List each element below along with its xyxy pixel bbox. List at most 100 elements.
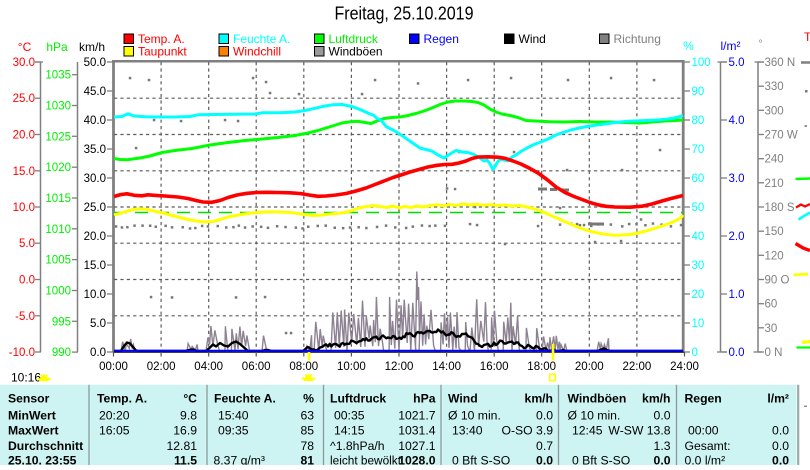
svg-text:Windchill: Windchill: [233, 45, 281, 59]
svg-text:12:45: 12:45: [572, 424, 603, 438]
svg-text:Regen: Regen: [424, 32, 459, 46]
svg-text:00:00: 00:00: [688, 424, 719, 438]
svg-text:04:00: 04:00: [194, 361, 223, 373]
svg-text:09:35: 09:35: [218, 424, 249, 438]
svg-text:300: 300: [765, 105, 784, 117]
svg-text:O-SO 3.9: O-SO 3.9: [502, 424, 554, 438]
svg-text:100: 100: [692, 57, 711, 69]
svg-text:15.0: 15.0: [13, 166, 35, 178]
svg-text:81: 81: [300, 454, 314, 465]
svg-text:40: 40: [692, 231, 705, 243]
svg-text:90 O: 90 O: [765, 275, 790, 287]
svg-text:Wind: Wind: [448, 392, 478, 406]
svg-text:0.0: 0.0: [536, 409, 553, 423]
svg-text:270 W: 270 W: [765, 130, 798, 142]
svg-text:hPa: hPa: [46, 40, 68, 54]
svg-text:0.7: 0.7: [536, 439, 553, 453]
svg-text:22:00: 22:00: [623, 361, 652, 373]
svg-text:Windböen: Windböen: [568, 392, 627, 406]
svg-text:1028.0: 1028.0: [398, 454, 435, 465]
svg-text:995: 995: [52, 316, 71, 328]
svg-text:Temp. A.: Temp. A.: [97, 392, 147, 406]
svg-text:0.0: 0.0: [729, 347, 745, 359]
svg-text:Freitag, 25.10.2019: Freitag, 25.10.2019: [335, 4, 474, 24]
svg-text:1025: 1025: [45, 131, 71, 143]
svg-text:Taupunkt: Taupunkt: [138, 45, 187, 59]
svg-text:3.0: 3.0: [729, 173, 745, 185]
svg-text:20:00: 20:00: [575, 361, 604, 373]
svg-text:14:15: 14:15: [334, 424, 365, 438]
svg-text:210: 210: [765, 178, 784, 190]
svg-text:0: 0: [692, 347, 698, 359]
svg-text:25.10. 23:55: 25.10. 23:55: [8, 454, 77, 465]
svg-text:l/m²: l/m²: [767, 392, 789, 406]
svg-text:12:00: 12:00: [385, 361, 414, 373]
svg-text:12.81: 12.81: [167, 439, 198, 453]
svg-text:16:05: 16:05: [99, 424, 130, 438]
svg-text:Ø 10 min.: Ø 10 min.: [448, 409, 501, 423]
svg-text:00:00: 00:00: [99, 361, 128, 373]
svg-text:MaxWert: MaxWert: [8, 424, 59, 438]
svg-text:60: 60: [765, 299, 778, 311]
svg-text:0 N: 0 N: [765, 347, 783, 359]
svg-text:^1.8hPa/h: ^1.8hPa/h: [330, 439, 385, 453]
svg-text:24:00: 24:00: [670, 361, 699, 373]
svg-text:330: 330: [765, 81, 784, 93]
svg-text:Regen: Regen: [685, 392, 722, 406]
svg-text:1020: 1020: [45, 162, 71, 174]
svg-text:14:00: 14:00: [432, 361, 461, 373]
svg-text:90: 90: [692, 86, 705, 98]
svg-text:70: 70: [692, 144, 705, 156]
svg-text:80: 80: [692, 115, 705, 127]
svg-text:0 Bft S-SO: 0 Bft S-SO: [452, 454, 510, 465]
svg-text:50.0: 50.0: [84, 57, 106, 69]
svg-text:30: 30: [765, 323, 778, 335]
svg-text:8.37 g/m³: 8.37 g/m³: [214, 454, 265, 465]
svg-text:Wind: Wind: [519, 32, 546, 46]
svg-text:Gesamt:: Gesamt:: [685, 439, 731, 453]
svg-text:10:16: 10:16: [11, 371, 41, 385]
svg-text:%: %: [683, 39, 694, 53]
svg-text:0.0: 0.0: [90, 347, 106, 359]
svg-text:13:40: 13:40: [452, 424, 483, 438]
svg-text:120: 120: [765, 250, 784, 262]
svg-text:0.0: 0.0: [654, 454, 671, 465]
svg-text:63: 63: [300, 409, 314, 423]
svg-text:Richtung: Richtung: [614, 32, 661, 46]
svg-text:5.0: 5.0: [90, 318, 106, 330]
svg-text:km/h: km/h: [642, 392, 670, 406]
svg-text:180 S: 180 S: [765, 202, 795, 214]
svg-text:MinWert: MinWert: [8, 409, 56, 423]
svg-text:5.0: 5.0: [19, 238, 35, 250]
svg-text:°C: °C: [18, 40, 32, 54]
svg-text:20:20: 20:20: [99, 409, 130, 423]
svg-text:15:40: 15:40: [218, 409, 249, 423]
svg-text:0 Bft S-SO: 0 Bft S-SO: [572, 454, 630, 465]
svg-text:1000: 1000: [45, 286, 71, 298]
svg-text:1030: 1030: [45, 101, 71, 113]
svg-text:20: 20: [692, 289, 705, 301]
svg-text:1005: 1005: [45, 255, 71, 267]
svg-text:1027.1: 1027.1: [398, 439, 435, 453]
svg-text:-10.0: -10.0: [9, 347, 35, 359]
svg-text:11.5: 11.5: [174, 454, 197, 465]
svg-text:4.0: 4.0: [729, 115, 745, 127]
svg-text:30.0: 30.0: [13, 57, 35, 69]
svg-text:0.0 l/m²: 0.0 l/m²: [685, 454, 726, 465]
svg-text:990: 990: [52, 347, 71, 359]
svg-text:20.0: 20.0: [13, 130, 35, 142]
svg-text:1021.7: 1021.7: [398, 409, 435, 423]
svg-text:9.8: 9.8: [180, 409, 197, 423]
svg-text:360 N: 360 N: [765, 57, 796, 69]
svg-text:0.0: 0.0: [654, 409, 671, 423]
svg-text:25.0: 25.0: [13, 93, 35, 105]
svg-text:150: 150: [765, 226, 784, 238]
svg-text:35.0: 35.0: [84, 144, 106, 156]
svg-text:0.0: 0.0: [536, 454, 553, 465]
svg-text:0.0: 0.0: [772, 454, 789, 465]
svg-text:10.0: 10.0: [13, 202, 35, 214]
svg-text:0.0: 0.0: [772, 424, 789, 438]
svg-text:08:00: 08:00: [289, 361, 318, 373]
svg-text:10:00: 10:00: [337, 361, 366, 373]
svg-text:km/h: km/h: [79, 40, 105, 54]
